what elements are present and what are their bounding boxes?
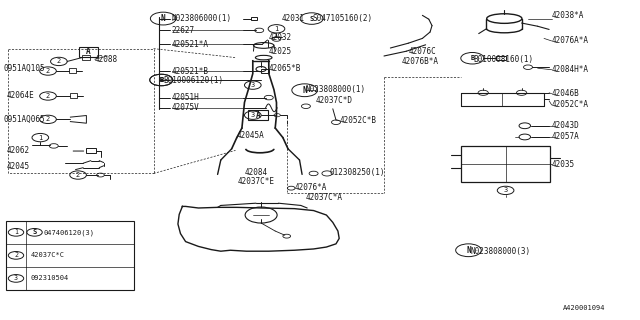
Text: 42037C*D: 42037C*D	[316, 96, 353, 105]
Text: 42038*A: 42038*A	[552, 12, 584, 20]
Text: 012308250(1): 012308250(1)	[330, 168, 385, 177]
Text: 0951AQ065: 0951AQ065	[3, 115, 45, 124]
Text: A: A	[86, 47, 91, 56]
Text: 420521*A: 420521*A	[172, 40, 209, 49]
Text: S: S	[310, 16, 314, 21]
Text: 42037C*E: 42037C*E	[238, 177, 275, 186]
Text: 3: 3	[504, 188, 508, 193]
Text: N023808000(1): N023808000(1)	[306, 85, 366, 94]
Text: N023806000(1): N023806000(1)	[172, 14, 232, 23]
Text: N: N	[161, 14, 166, 23]
Text: 42088: 42088	[95, 55, 118, 64]
Text: 42045A: 42045A	[237, 131, 264, 140]
Text: 22627: 22627	[172, 26, 195, 35]
Text: 2: 2	[46, 116, 50, 122]
Text: 42037C*A: 42037C*A	[306, 193, 343, 202]
Text: 42043D: 42043D	[552, 121, 579, 130]
Text: 42062: 42062	[6, 146, 29, 155]
Text: B: B	[159, 77, 163, 83]
Text: 2: 2	[46, 68, 50, 74]
Text: 3: 3	[14, 276, 18, 281]
Text: 42045: 42045	[6, 162, 29, 171]
Text: 42084: 42084	[244, 168, 268, 177]
Text: N023808000(3): N023808000(3)	[470, 247, 531, 256]
Text: 42075V: 42075V	[172, 103, 199, 112]
Text: 42076C: 42076C	[408, 47, 436, 56]
Text: 42076B*A: 42076B*A	[401, 57, 438, 66]
Text: 3: 3	[251, 112, 255, 118]
Text: S047105160(2): S047105160(2)	[312, 14, 372, 23]
Text: N: N	[302, 86, 307, 95]
Text: S: S	[33, 229, 36, 235]
Text: 2: 2	[76, 172, 80, 178]
Text: 42025: 42025	[269, 47, 292, 56]
Text: 1: 1	[14, 229, 18, 235]
Text: 2: 2	[57, 59, 61, 64]
Text: 1: 1	[275, 26, 278, 32]
Text: 42076*A: 42076*A	[294, 183, 327, 192]
Text: 42057A: 42057A	[552, 132, 579, 141]
Text: B: B	[159, 77, 163, 83]
Text: 092310504: 092310504	[31, 276, 69, 281]
Text: B010008160(1): B010008160(1)	[474, 55, 534, 64]
Text: 0951AQ105: 0951AQ105	[3, 64, 45, 73]
Text: A: A	[255, 111, 260, 120]
Text: 42084H*A: 42084H*A	[552, 65, 589, 74]
Text: 42051H: 42051H	[172, 93, 199, 102]
Text: 42076A*A: 42076A*A	[552, 36, 589, 45]
Text: 3: 3	[251, 82, 255, 88]
Text: 42032: 42032	[269, 33, 292, 42]
Text: 42031: 42031	[282, 14, 305, 23]
Text: 2: 2	[46, 93, 50, 99]
Text: 42035: 42035	[552, 160, 575, 169]
Text: 42037C*C: 42037C*C	[31, 252, 65, 258]
Text: A420001094: A420001094	[563, 305, 605, 311]
Text: 42065*B: 42065*B	[269, 64, 301, 73]
Text: 420521*B: 420521*B	[172, 67, 209, 76]
Text: 2: 2	[14, 252, 18, 258]
Text: B: B	[470, 55, 474, 61]
Text: 42064E: 42064E	[6, 92, 34, 100]
Text: B010006120(1): B010006120(1)	[163, 76, 223, 84]
Text: 1: 1	[38, 135, 42, 140]
Text: N: N	[466, 246, 471, 255]
Text: 42046B: 42046B	[552, 89, 579, 98]
Text: 047406120(3): 047406120(3)	[44, 229, 95, 236]
Text: 42052C*B: 42052C*B	[339, 116, 376, 125]
Text: 42052C*A: 42052C*A	[552, 100, 589, 109]
